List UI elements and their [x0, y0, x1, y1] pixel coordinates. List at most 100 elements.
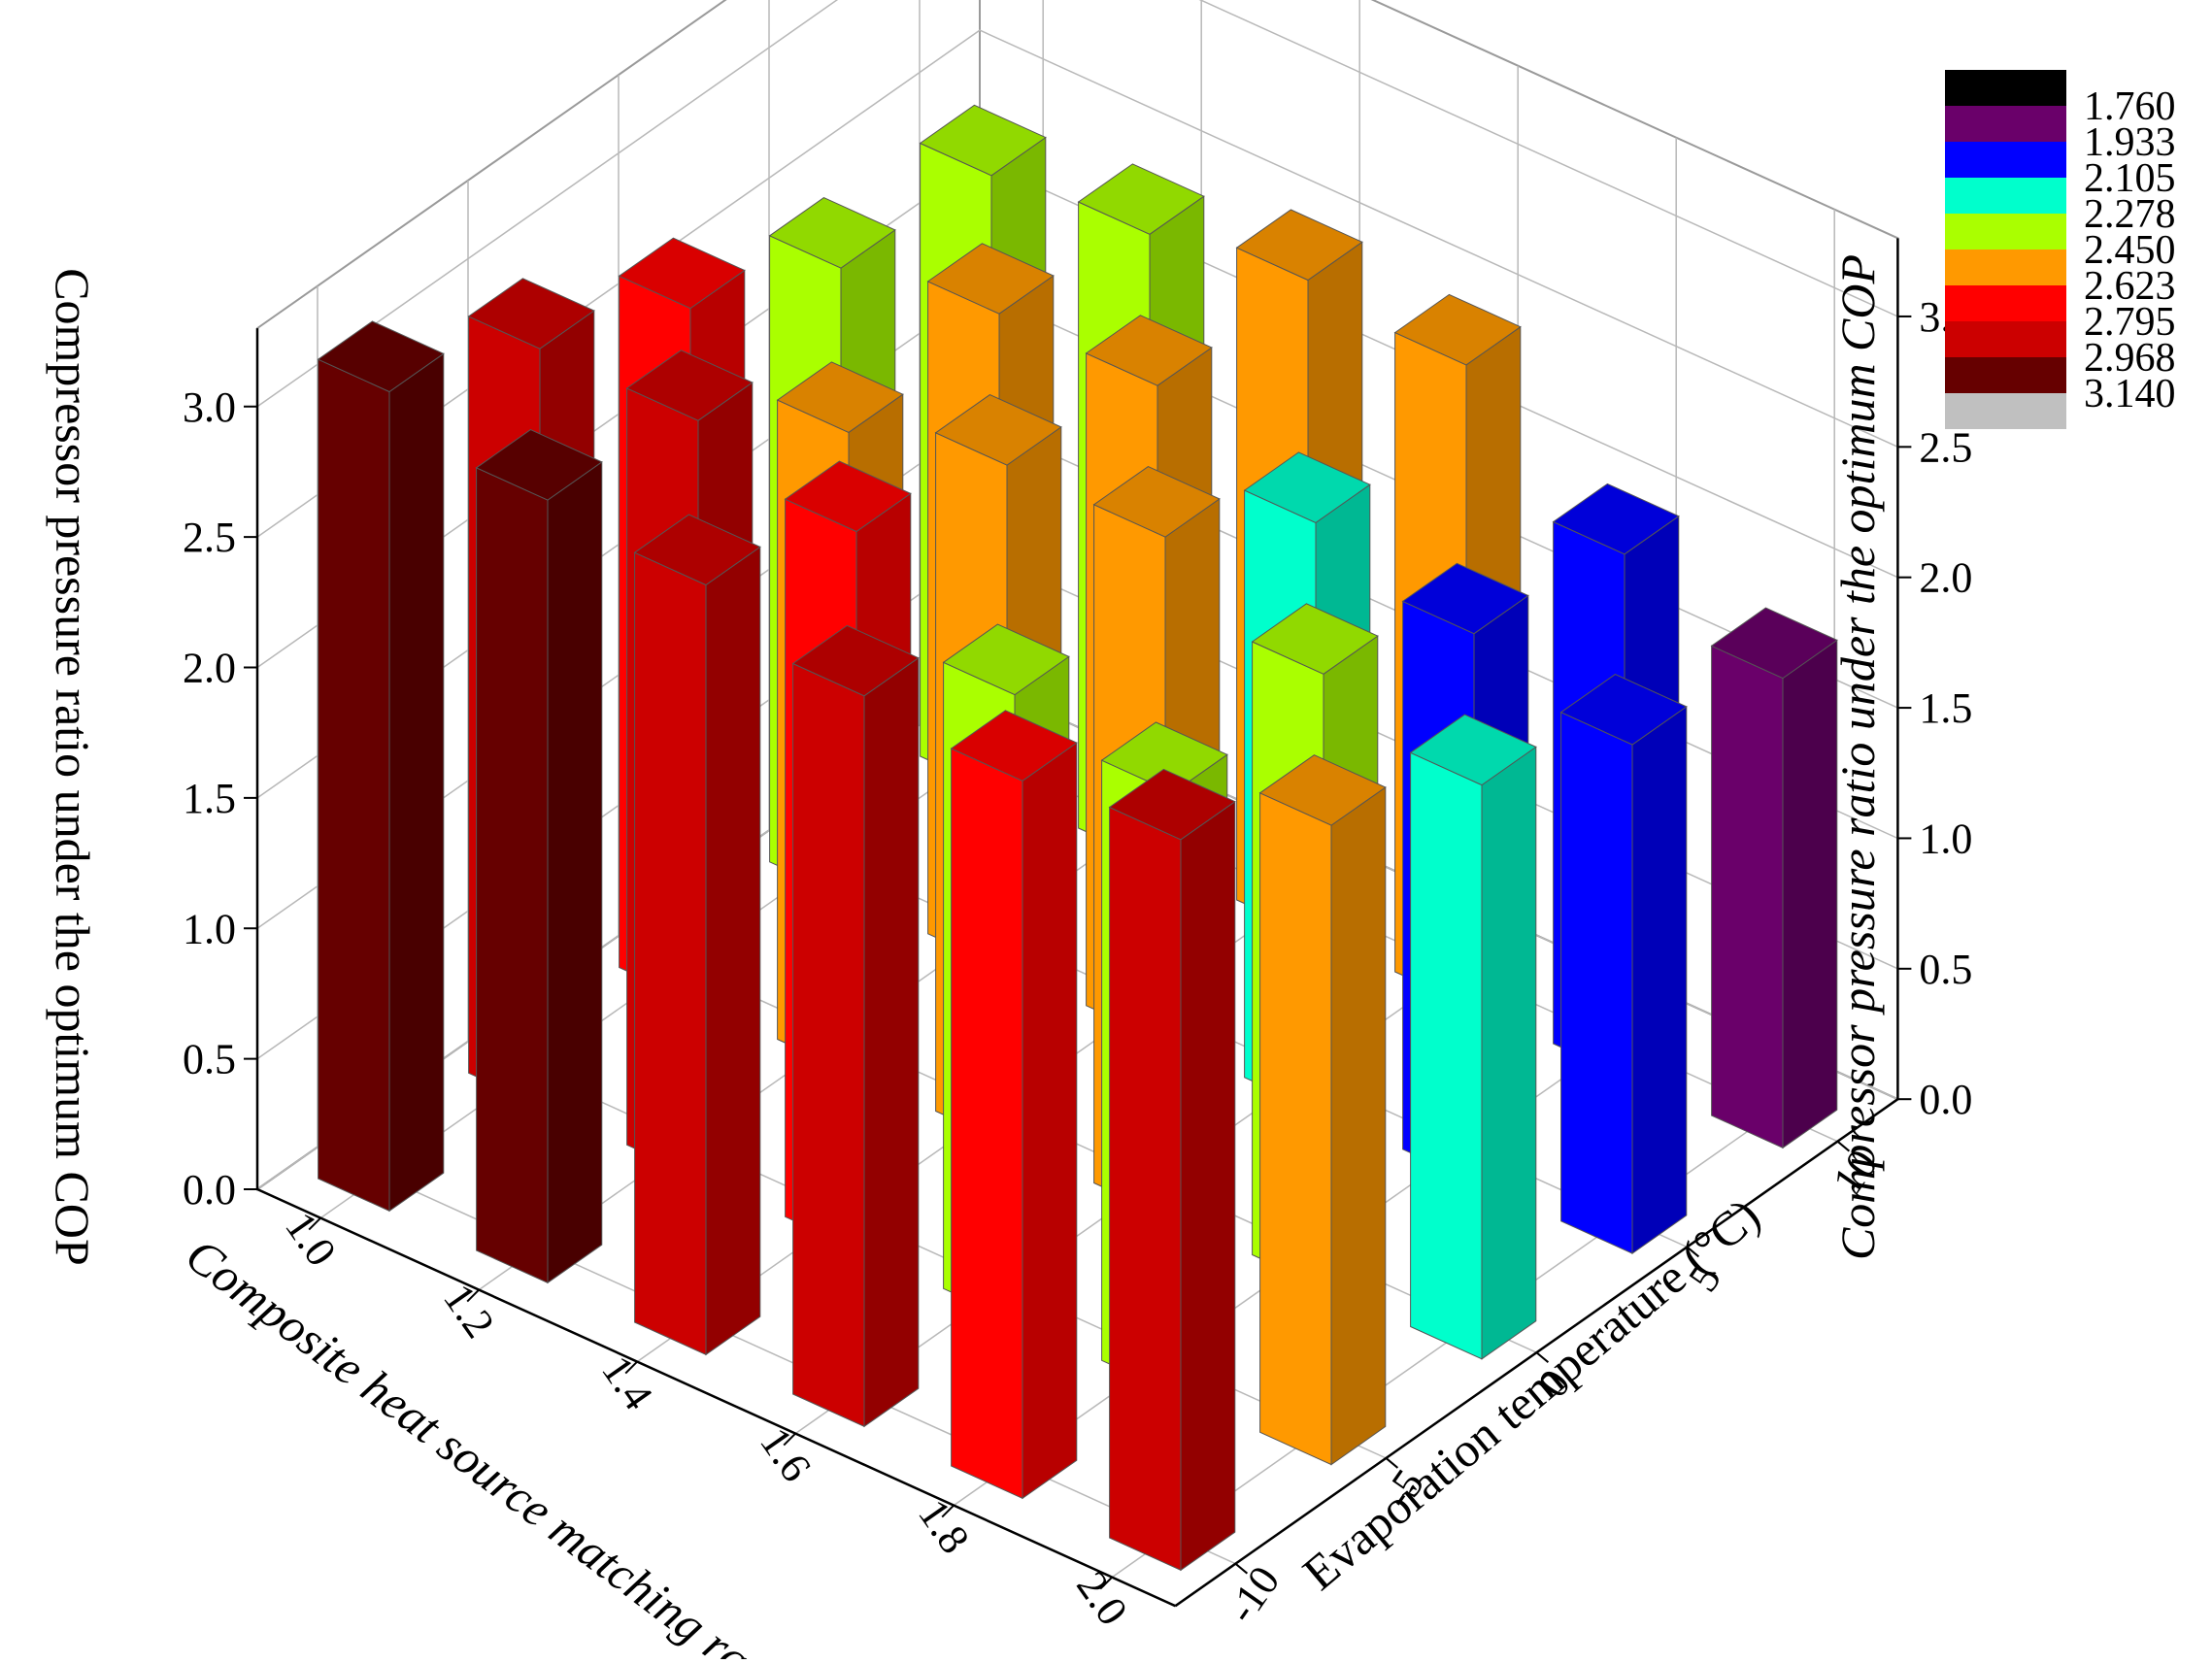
bar-side-face: [1022, 742, 1078, 1500]
temp-tick: [1686, 1246, 1700, 1258]
legend-swatch: [1945, 214, 2066, 250]
legend-swatch: [1945, 393, 2066, 429]
legend-label: 2.795: [2084, 300, 2176, 345]
bar: [1559, 674, 1688, 1255]
bar-top-face: [1243, 451, 1371, 523]
bar-top-face: [1559, 674, 1688, 746]
ratio-tick-label: 2.0: [1067, 1563, 1137, 1634]
temp-tick: [1535, 1351, 1550, 1363]
bar-top-face: [784, 460, 912, 533]
bar-front-face: [792, 662, 865, 1428]
ratio-tick: [466, 1288, 480, 1303]
z-tick-label-left: 3.0: [183, 383, 236, 431]
bars-group: [317, 104, 1838, 1572]
z-gridline: [256, 0, 1898, 408]
bar-top-face: [1409, 714, 1537, 786]
legend-swatch: [1945, 250, 2066, 285]
bar-top-face: [791, 624, 920, 697]
z-tick-label-right: 2.0: [1919, 554, 1972, 602]
z-axis-title-left: Compressor pressure ratio under the opti…: [46, 268, 100, 1266]
legend-label: 2.968: [2084, 336, 2176, 381]
bar-top-face: [1251, 603, 1379, 675]
bar: [1409, 714, 1537, 1360]
ratio-tick-label: 1.6: [751, 1419, 821, 1490]
z-tick-label-right: 1.5: [1919, 684, 1972, 732]
bar-top-face: [1235, 209, 1363, 282]
bar-top-face: [919, 104, 1047, 177]
bar: [1710, 607, 1838, 1149]
bar: [791, 624, 920, 1428]
bar-front-face: [634, 551, 707, 1356]
bar-top-face: [950, 710, 1078, 782]
z-tick-label-right: 1.0: [1919, 815, 1972, 862]
temp-tick: [1385, 1457, 1399, 1469]
bar-top-face: [1710, 607, 1838, 680]
bar-side-face: [547, 460, 603, 1284]
temp-tick: [1836, 1140, 1851, 1152]
bar-top-face: [633, 514, 761, 586]
bar-front-face: [1560, 711, 1633, 1254]
bar-top-face: [1258, 754, 1387, 826]
bar-top-face: [768, 197, 896, 269]
temp-tick: [1234, 1562, 1249, 1575]
bar-side-face: [863, 656, 920, 1428]
bar-top-face: [934, 394, 1062, 466]
bar-front-face: [1259, 792, 1332, 1466]
bar-front-face: [1711, 645, 1784, 1149]
ratio-tick-label: 1.4: [592, 1348, 662, 1418]
bar-top-face: [1085, 315, 1213, 386]
bar-top-face: [317, 320, 445, 393]
bar-side-face: [1481, 746, 1537, 1360]
legend-label: 1.760: [2084, 84, 2176, 129]
ratio-tick: [941, 1504, 955, 1518]
bar-top-face: [475, 429, 603, 501]
bar-top-face: [1092, 466, 1221, 538]
bar-front-face: [1109, 806, 1182, 1572]
bar-side-face: [705, 546, 761, 1356]
bar-front-face: [318, 358, 390, 1213]
legend-swatch: [1945, 142, 2066, 178]
legend-swatch: [1945, 106, 2066, 142]
ratio-axis-line: [256, 1187, 1176, 1608]
bar-top-face: [467, 278, 595, 349]
bar-front-face: [476, 467, 549, 1284]
bar-side-face: [1782, 639, 1838, 1149]
legend-label: 2.105: [2084, 156, 2176, 201]
z-tick-label-left: 1.5: [183, 775, 236, 822]
legend-label: 2.450: [2084, 228, 2176, 273]
ratio-tick: [624, 1360, 638, 1375]
bar: [633, 514, 761, 1356]
color-legend: 1.7601.9332.1052.2782.4502.6232.7952.968…: [1945, 70, 2176, 429]
ratio-tick: [783, 1432, 796, 1447]
bar-side-face: [1330, 786, 1387, 1466]
z-tick-label-right: 0.0: [1919, 1076, 1972, 1123]
legend-swatch: [1945, 321, 2066, 357]
legend-swatch: [1945, 285, 2066, 321]
bar-top-face: [1552, 483, 1680, 555]
bar-top-face: [942, 623, 1070, 696]
bar-top-face: [926, 243, 1055, 315]
temp-gridline: [467, 180, 1387, 1459]
legend-swatch: [1945, 357, 2066, 393]
bar-top-face: [1401, 562, 1529, 635]
bar-top-face: [776, 361, 904, 433]
bar-top-face: [625, 349, 754, 421]
temp-gridline: [317, 285, 1236, 1565]
legend-swatch: [1945, 70, 2066, 106]
ratio-tick: [1099, 1576, 1113, 1590]
legend-label: 2.623: [2084, 264, 2176, 309]
z-tick-label-left: 0.0: [183, 1166, 236, 1214]
ratio-tick: [308, 1216, 321, 1231]
bar-front-face: [951, 748, 1023, 1500]
z-tick-label-right: 0.5: [1919, 946, 1972, 993]
z-axis-title-right: Compressor pressure ratio under the opti…: [1830, 254, 1885, 1260]
ratio-tick-label: 1.8: [909, 1491, 979, 1562]
ratio-tick-label: 1.0: [276, 1204, 346, 1275]
bar: [475, 429, 603, 1284]
bar: [1108, 768, 1236, 1572]
bar: [1258, 754, 1387, 1466]
legend-label: 3.140: [2084, 372, 2176, 416]
legend-label: 2.278: [2084, 192, 2176, 237]
